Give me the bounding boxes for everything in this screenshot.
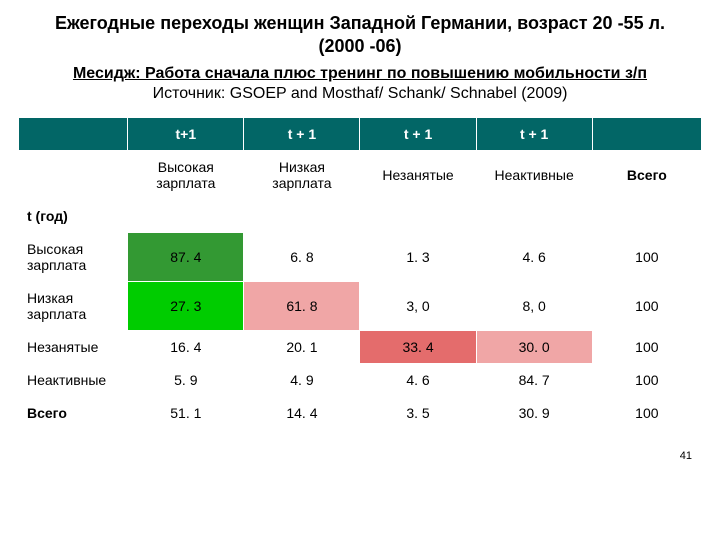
title-line-2: (2000 -06) xyxy=(318,36,401,56)
data-cell: 30. 0 xyxy=(476,330,592,363)
data-cell: 100 xyxy=(592,281,701,330)
empty-cell xyxy=(360,199,476,232)
row-group-label: t (год) xyxy=(19,199,128,232)
data-cell: 5. 9 xyxy=(128,363,244,396)
header-time-2: t + 1 xyxy=(244,117,360,150)
header-time-5 xyxy=(592,117,701,150)
data-cell: 27. 3 xyxy=(128,281,244,330)
header-col-1: Высокая зарплата xyxy=(128,150,244,199)
row-label: Всего xyxy=(19,396,128,429)
data-cell: 100 xyxy=(592,363,701,396)
header-col-5: Всего xyxy=(592,150,701,199)
slide-message: Месидж: Работа сначала плюс тренинг по п… xyxy=(18,65,702,83)
data-cell: 20. 1 xyxy=(244,330,360,363)
header-time-4: t + 1 xyxy=(476,117,592,150)
title-line-1: Ежегодные переходы женщин Западной Герма… xyxy=(55,13,665,33)
data-cell: 61. 8 xyxy=(244,281,360,330)
data-cell: 3. 5 xyxy=(360,396,476,429)
data-cell: 4. 6 xyxy=(360,363,476,396)
row-label: Высокая зарплата xyxy=(19,232,128,281)
data-cell: 30. 9 xyxy=(476,396,592,429)
data-cell: 14. 4 xyxy=(244,396,360,429)
header-time-3: t + 1 xyxy=(360,117,476,150)
empty-cell xyxy=(244,199,360,232)
data-cell: 100 xyxy=(592,396,701,429)
slide-source: Источник: GSOEP and Mosthaf/ Schank/ Sch… xyxy=(18,85,702,103)
data-cell: 51. 1 xyxy=(128,396,244,429)
data-cell: 3, 0 xyxy=(360,281,476,330)
header-col-4: Неактивные xyxy=(476,150,592,199)
slide-number: 41 xyxy=(18,450,702,462)
slide-title: Ежегодные переходы женщин Западной Герма… xyxy=(18,12,702,59)
header-time-1: t+1 xyxy=(128,117,244,150)
data-cell: 16. 4 xyxy=(128,330,244,363)
row-label: Незанятые xyxy=(19,330,128,363)
empty-cell xyxy=(128,199,244,232)
data-cell: 33. 4 xyxy=(360,330,476,363)
data-cell: 6. 8 xyxy=(244,232,360,281)
empty-cell xyxy=(476,199,592,232)
transition-table: t+1t + 1t + 1t + 1Высокая зарплатаНизкая… xyxy=(18,117,702,430)
empty-cell xyxy=(592,199,701,232)
header-col-3: Незанятые xyxy=(360,150,476,199)
row-label: Низкая зарплата xyxy=(19,281,128,330)
data-cell: 4. 9 xyxy=(244,363,360,396)
data-cell: 1. 3 xyxy=(360,232,476,281)
header-corner xyxy=(19,117,128,150)
row-label: Неактивные xyxy=(19,363,128,396)
data-cell: 100 xyxy=(592,232,701,281)
data-cell: 100 xyxy=(592,330,701,363)
header-col-2: Низкая зарплата xyxy=(244,150,360,199)
header-col-0 xyxy=(19,150,128,199)
data-cell: 4. 6 xyxy=(476,232,592,281)
data-cell: 84. 7 xyxy=(476,363,592,396)
data-cell: 8, 0 xyxy=(476,281,592,330)
data-cell: 87. 4 xyxy=(128,232,244,281)
